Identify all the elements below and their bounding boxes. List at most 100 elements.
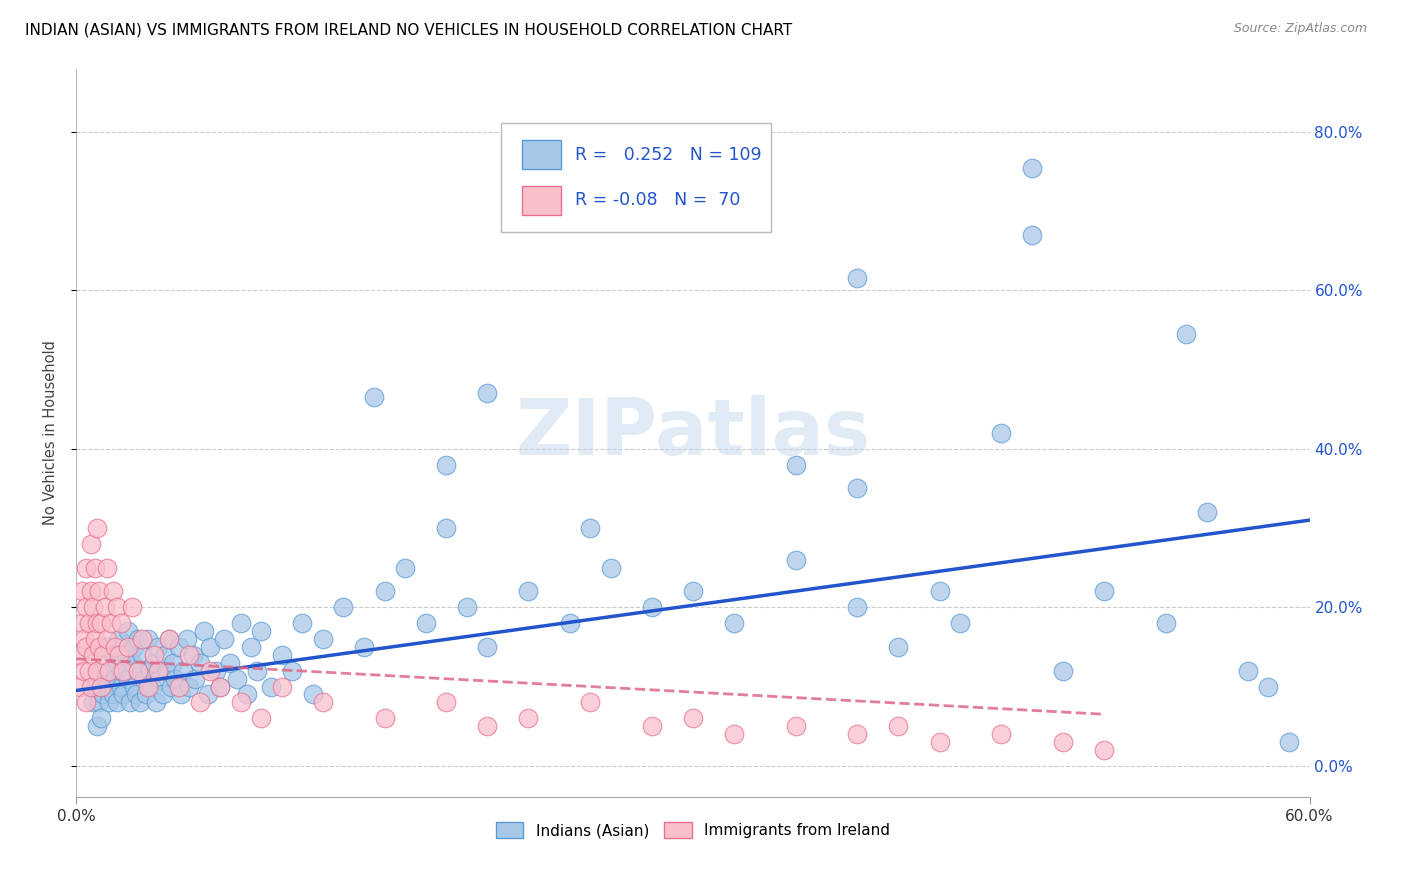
Point <box>148 664 170 678</box>
Point <box>79 537 101 551</box>
Point <box>1154 616 1177 631</box>
Point <box>887 719 910 733</box>
Text: Source: ZipAtlas.com: Source: ZipAtlas.com <box>1233 22 1367 36</box>
Point <box>75 560 97 574</box>
Point <box>153 648 176 662</box>
Point <box>75 600 97 615</box>
Point <box>87 640 110 654</box>
Point <box>136 632 159 646</box>
Point <box>599 560 621 574</box>
Point <box>434 695 457 709</box>
Point <box>112 688 135 702</box>
Point <box>75 640 97 654</box>
Point <box>98 664 121 678</box>
Point <box>91 648 114 662</box>
Point <box>236 688 259 702</box>
Point <box>682 584 704 599</box>
Point <box>373 584 395 599</box>
Point <box>101 688 124 702</box>
Point <box>100 616 122 631</box>
Point <box>477 640 499 654</box>
Point <box>219 656 242 670</box>
Point <box>83 632 105 646</box>
Point <box>250 624 273 638</box>
Point <box>86 616 108 631</box>
Point <box>1021 161 1043 175</box>
Point <box>82 600 104 615</box>
Point <box>79 680 101 694</box>
Point <box>184 672 207 686</box>
Point <box>100 664 122 678</box>
Point <box>83 560 105 574</box>
Point <box>108 632 131 646</box>
Point <box>131 632 153 646</box>
Point <box>270 648 292 662</box>
Point <box>86 664 108 678</box>
Point <box>846 271 869 285</box>
Point <box>949 616 972 631</box>
Point <box>517 584 540 599</box>
Point <box>179 680 201 694</box>
Point <box>1092 743 1115 757</box>
Point <box>209 680 232 694</box>
Point <box>415 616 437 631</box>
Point <box>121 656 143 670</box>
Point <box>69 680 91 694</box>
Point <box>188 656 211 670</box>
Point <box>129 695 152 709</box>
Point <box>105 600 128 615</box>
Point <box>456 600 478 615</box>
Point <box>152 688 174 702</box>
Point <box>558 616 581 631</box>
Point <box>110 680 132 694</box>
Point <box>197 688 219 702</box>
Point <box>104 672 127 686</box>
Point <box>118 695 141 709</box>
Point <box>127 664 149 678</box>
Point <box>172 664 194 678</box>
Point <box>1237 664 1260 678</box>
Point <box>723 727 745 741</box>
Point <box>114 648 136 662</box>
Point <box>281 664 304 678</box>
Point <box>641 719 664 733</box>
Point <box>86 719 108 733</box>
Point <box>94 672 117 686</box>
Point <box>183 648 205 662</box>
Point <box>94 600 117 615</box>
Point <box>96 632 118 646</box>
Point <box>98 695 121 709</box>
Point <box>125 688 148 702</box>
Point <box>143 656 166 670</box>
Point <box>110 664 132 678</box>
Point <box>157 632 180 646</box>
Point <box>83 680 105 694</box>
Point <box>229 695 252 709</box>
Point <box>136 680 159 694</box>
Point <box>82 695 104 709</box>
Point <box>72 584 94 599</box>
Point <box>332 600 354 615</box>
Point <box>1175 326 1198 341</box>
Point <box>163 672 186 686</box>
Point <box>239 640 262 654</box>
Point <box>96 560 118 574</box>
Point <box>135 688 157 702</box>
Point <box>198 664 221 678</box>
Point <box>846 482 869 496</box>
Point <box>121 600 143 615</box>
Point <box>86 664 108 678</box>
Legend: Indians (Asian), Immigrants from Ireland: Indians (Asian), Immigrants from Ireland <box>489 816 896 845</box>
Point <box>246 664 269 678</box>
Point <box>77 664 100 678</box>
Point <box>91 688 114 702</box>
Point <box>122 680 145 694</box>
Point <box>149 672 172 686</box>
Point <box>117 672 139 686</box>
Point <box>477 719 499 733</box>
Point <box>131 648 153 662</box>
Point <box>73 664 96 678</box>
Point <box>434 521 457 535</box>
Point <box>105 695 128 709</box>
Point <box>928 584 950 599</box>
